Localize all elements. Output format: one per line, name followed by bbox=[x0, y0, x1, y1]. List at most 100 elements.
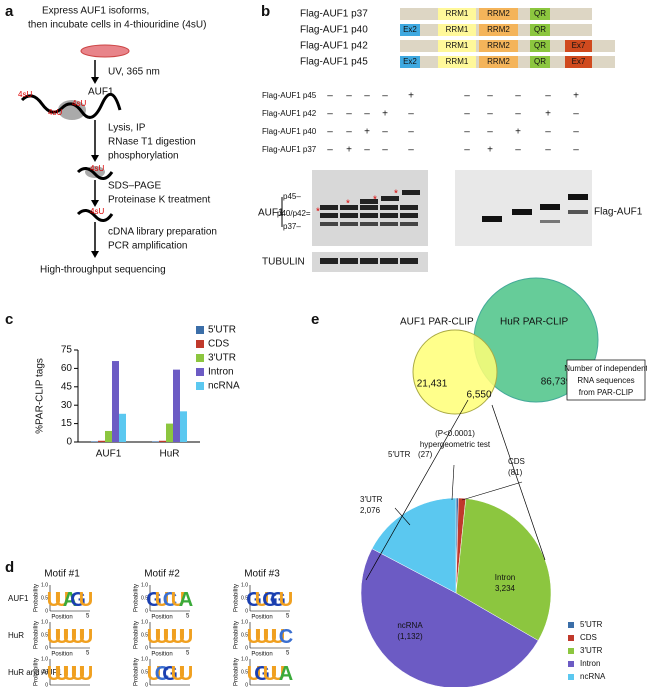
panel-label: d bbox=[5, 559, 14, 576]
logo-x-tick: 5 bbox=[286, 651, 290, 657]
blot-label: p37– bbox=[283, 222, 301, 231]
bar bbox=[173, 369, 180, 442]
sign: + bbox=[515, 127, 521, 138]
band bbox=[320, 258, 338, 264]
legend-label: 5′UTR bbox=[208, 325, 236, 336]
motif-title: Motif #2 bbox=[144, 569, 180, 580]
logo-tick: 0.5 bbox=[241, 632, 248, 638]
logo-x-tick: 5 bbox=[186, 614, 190, 620]
sign: – bbox=[464, 127, 470, 138]
logo-tick: 0.5 bbox=[41, 595, 48, 601]
x-tick-label: HuR bbox=[159, 449, 179, 460]
slice-label: 5′UTR bbox=[388, 450, 411, 459]
sign: – bbox=[487, 91, 493, 102]
sign: – bbox=[346, 91, 352, 102]
logo-y-label: Probability bbox=[234, 584, 240, 612]
y-tick-label: 60 bbox=[61, 363, 73, 374]
sign: – bbox=[515, 91, 521, 102]
logo-letter: U bbox=[155, 626, 169, 648]
logo-letter: U bbox=[47, 589, 61, 611]
rna bbox=[76, 209, 114, 222]
domain-label: RRM2 bbox=[487, 25, 510, 34]
panel-label: e bbox=[311, 311, 319, 328]
band bbox=[400, 258, 418, 264]
connector bbox=[365, 399, 469, 581]
slice-label: CDS bbox=[508, 457, 525, 466]
band bbox=[320, 222, 338, 226]
legend-swatch bbox=[568, 661, 574, 667]
logo-letter: U bbox=[47, 663, 61, 685]
logo-letter: U bbox=[247, 663, 261, 685]
legend-swatch bbox=[196, 368, 204, 376]
sign: – bbox=[327, 127, 333, 138]
logo-tick: 0.5 bbox=[241, 595, 248, 601]
slice-value: (1,132) bbox=[397, 632, 423, 641]
rna bbox=[76, 167, 114, 180]
band bbox=[360, 258, 378, 264]
band bbox=[340, 222, 358, 226]
domain bbox=[479, 24, 518, 36]
domain-label: RRM2 bbox=[487, 9, 510, 18]
band bbox=[568, 210, 588, 214]
sign: + bbox=[346, 145, 352, 156]
legend-swatch bbox=[196, 340, 204, 348]
logo-letter: U bbox=[255, 626, 269, 648]
logo-y-label: Probability bbox=[134, 658, 140, 686]
logo-letter: U bbox=[47, 626, 61, 648]
legend-label: CDS bbox=[580, 633, 597, 642]
band bbox=[360, 205, 378, 210]
logo-tick: 0.5 bbox=[241, 669, 248, 675]
step-text: AUF1 bbox=[88, 87, 114, 98]
logo-x-tick: 5 bbox=[86, 651, 90, 657]
logo-y-label: Probability bbox=[234, 621, 240, 649]
logo-letter: G bbox=[270, 589, 286, 611]
logo-letter: U bbox=[155, 589, 169, 611]
legend-swatch bbox=[568, 635, 574, 641]
logo-letter: G bbox=[254, 663, 270, 685]
venn-title: HuR PAR-CLIP bbox=[500, 317, 568, 328]
row-name: Flag-AUF1 p37 bbox=[262, 145, 317, 154]
sign: + bbox=[408, 91, 414, 102]
logo-tick: 1.0 bbox=[41, 582, 48, 588]
logo-x-label: Position bbox=[51, 652, 72, 658]
domain-label: RRM1 bbox=[446, 9, 469, 18]
blot-label: p45– bbox=[283, 192, 301, 201]
logo-x-tick: 5 bbox=[186, 651, 190, 657]
logo-letter: U bbox=[171, 663, 185, 685]
band bbox=[340, 205, 358, 210]
domain bbox=[438, 24, 476, 36]
domain bbox=[530, 56, 550, 68]
band bbox=[482, 216, 502, 222]
sign: – bbox=[573, 145, 579, 156]
venn-auf1 bbox=[412, 329, 498, 415]
logo-letter: G bbox=[262, 589, 278, 611]
logo-letter: U bbox=[79, 626, 93, 648]
logo-tick: 1.0 bbox=[41, 656, 48, 662]
note-box bbox=[566, 359, 646, 401]
band bbox=[402, 190, 420, 195]
band bbox=[540, 220, 560, 223]
domain bbox=[400, 56, 420, 68]
row-name: Flag-AUF1 p42 bbox=[262, 109, 317, 118]
logo-tick: 0.5 bbox=[41, 669, 48, 675]
slice-value: 3,234 bbox=[495, 584, 516, 593]
legend-swatch bbox=[568, 648, 574, 654]
step-text: RNase T1 digestion bbox=[108, 137, 196, 148]
construct-name: Flag-AUF1 p45 bbox=[300, 57, 368, 68]
sign: + bbox=[364, 127, 370, 138]
rna bbox=[20, 93, 122, 119]
legend-label: 3′UTR bbox=[580, 646, 603, 655]
note-text: Number of independent bbox=[564, 364, 647, 373]
band bbox=[340, 258, 358, 264]
construct-name: Flag-AUF1 p37 bbox=[300, 9, 368, 20]
logo-y-label: Probability bbox=[34, 658, 40, 686]
logo-tick: 0.5 bbox=[141, 669, 148, 675]
bar bbox=[152, 441, 159, 442]
logo-x-label: Position bbox=[151, 652, 172, 658]
pie-slice bbox=[360, 548, 539, 689]
logo-letter: U bbox=[271, 663, 285, 685]
slice-value: 2,076 bbox=[360, 506, 381, 515]
band bbox=[380, 258, 398, 264]
domain bbox=[530, 40, 550, 52]
domain-label: RRM2 bbox=[487, 41, 510, 50]
